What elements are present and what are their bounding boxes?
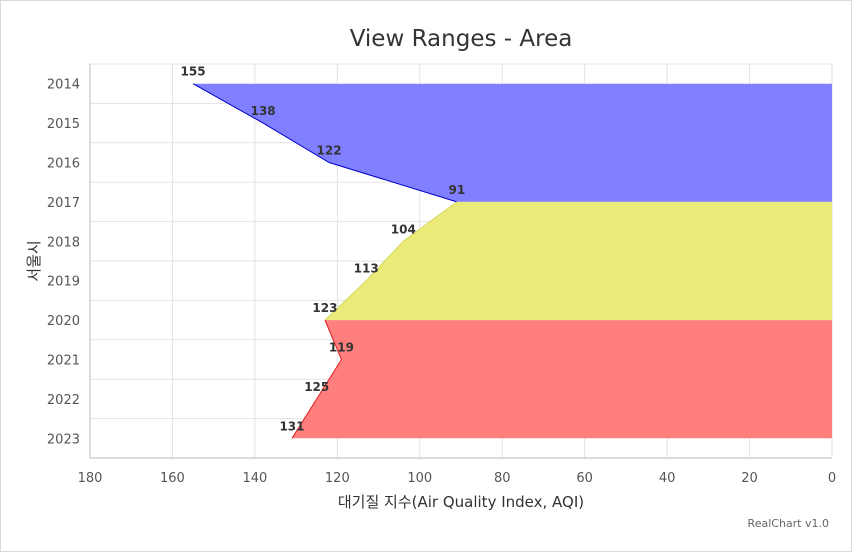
data-label-2022: 125 (304, 380, 329, 394)
area-line-1 (324, 201, 458, 321)
y-tick-label-2022: 2022 (47, 393, 80, 408)
area-line-0 (192, 83, 458, 203)
data-label-2017: 91 (449, 183, 466, 197)
data-label-2020: 123 (312, 301, 337, 315)
label-layer: 155 138 122 91 104 113 123 119 125 131 (181, 65, 466, 434)
area-segment-2 (291, 320, 832, 439)
x-tick-label-0: 0 (828, 471, 836, 486)
x-tick-label-60: 60 (576, 471, 593, 486)
x-tick-label-100: 100 (407, 471, 432, 486)
y-tick-label-2020: 2020 (47, 314, 80, 329)
data-label-2014: 155 (181, 65, 206, 79)
y-tick-label-2016: 2016 (47, 157, 80, 172)
data-label-2019: 113 (354, 262, 379, 276)
chart-credit: RealChart v1.0 (748, 517, 829, 530)
x-tick-label-40: 40 (659, 471, 676, 486)
y-tick-label-2014: 2014 (47, 78, 80, 93)
x-tick-label-160: 160 (160, 471, 185, 486)
data-label-2018: 104 (391, 222, 416, 236)
x-tick-label-80: 80 (494, 471, 511, 486)
y-axis-title: 서울시 (25, 240, 43, 281)
data-label-2016: 122 (317, 144, 342, 158)
x-tick-label-120: 120 (325, 471, 350, 486)
area-line-2 (291, 319, 343, 439)
x-axis-title: 대기질 지수(Air Quality Index, AQI) (338, 493, 584, 511)
y-tick-label-2023: 2023 (47, 432, 80, 447)
y-tick-label-2017: 2017 (47, 196, 80, 211)
x-tick-label-140: 140 (242, 471, 267, 486)
y-tick-label-2019: 2019 (47, 275, 80, 290)
chart-title: View Ranges - Area (350, 26, 573, 52)
y-tick-label-2015: 2015 (47, 117, 80, 132)
data-label-2015: 138 (251, 104, 276, 118)
data-label-2023: 131 (279, 419, 304, 433)
area-segment-1 (324, 201, 832, 321)
x-tick-label-180: 180 (78, 471, 103, 486)
y-tick-label-2018: 2018 (47, 235, 80, 250)
axis-layer: 2014 2015 2016 2017 2018 2019 2020 2021 2022 2023… (47, 64, 836, 486)
area-segment-0 (193, 83, 833, 202)
y-tick-label-2021: 2021 (47, 354, 80, 369)
data-label-2021: 119 (329, 341, 354, 355)
area-layer (192, 83, 833, 439)
x-tick-label-20: 20 (741, 471, 758, 486)
